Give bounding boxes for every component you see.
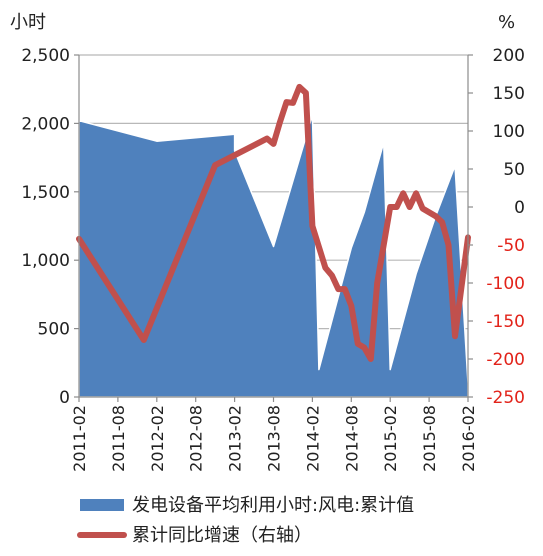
x-tick-label: 2011-08 (109, 405, 128, 472)
right-tick-label: -50 (497, 236, 525, 256)
x-tick-label: 2012-08 (187, 405, 206, 472)
right-tick-label: 100 (493, 122, 525, 142)
left-tick-label: 1,500 (21, 183, 70, 203)
left-tick-label: 2,500 (21, 46, 70, 66)
right-tick-label: 0 (514, 198, 525, 218)
x-tick-label: 2013-08 (265, 405, 284, 472)
x-tick-label: 2015-02 (381, 405, 400, 472)
right-tick-label: 200 (493, 46, 525, 66)
left-tick-label: 0 (59, 388, 70, 408)
x-tick-label: 2014-02 (303, 405, 322, 472)
x-tick-label: 2013-02 (226, 405, 245, 472)
right-tick-label: -100 (486, 274, 525, 294)
right-tick-label: -150 (486, 312, 525, 332)
x-tick-label: 2015-08 (420, 405, 439, 472)
right-axis-unit: % (498, 12, 515, 33)
area-series (78, 114, 469, 398)
x-tick-label: 2012-02 (148, 405, 167, 472)
right-tick-label: -200 (486, 350, 525, 370)
area-series-shape (78, 114, 469, 398)
right-tick-label: 150 (493, 84, 525, 104)
left-tick-label: 1,000 (21, 251, 70, 271)
line-series-path (76, 83, 471, 362)
legend-swatch-area (80, 499, 124, 511)
x-axis-ticks: 2011-02 2011-08 2012-02 2012-08 2013-02 2013-… (70, 397, 478, 472)
line-series (76, 83, 471, 362)
legend-label-line: 累计同比增速（右轴） (132, 525, 312, 546)
right-axis-ticks: 200 150 100 50 0 -50 -100 -150 -200 -250 (468, 46, 525, 408)
right-tick-label: 50 (503, 160, 525, 180)
right-tick-label: -250 (486, 388, 525, 408)
left-tick-label: 2,000 (21, 114, 70, 134)
left-axis-ticks: 0 500 1,000 1,500 2,000 2,500 (21, 46, 79, 408)
x-tick-label: 2011-02 (70, 405, 89, 472)
left-axis-unit: 小时 (10, 12, 46, 33)
x-tick-label: 2016-02 (459, 405, 478, 472)
legend-label-area: 发电设备平均利用小时:风电:累计值 (132, 495, 414, 516)
left-tick-label: 500 (38, 320, 70, 340)
x-tick-label: 2014-08 (342, 405, 361, 472)
legend: 发电设备平均利用小时:风电:累计值 累计同比增速（右轴） (77, 495, 414, 546)
